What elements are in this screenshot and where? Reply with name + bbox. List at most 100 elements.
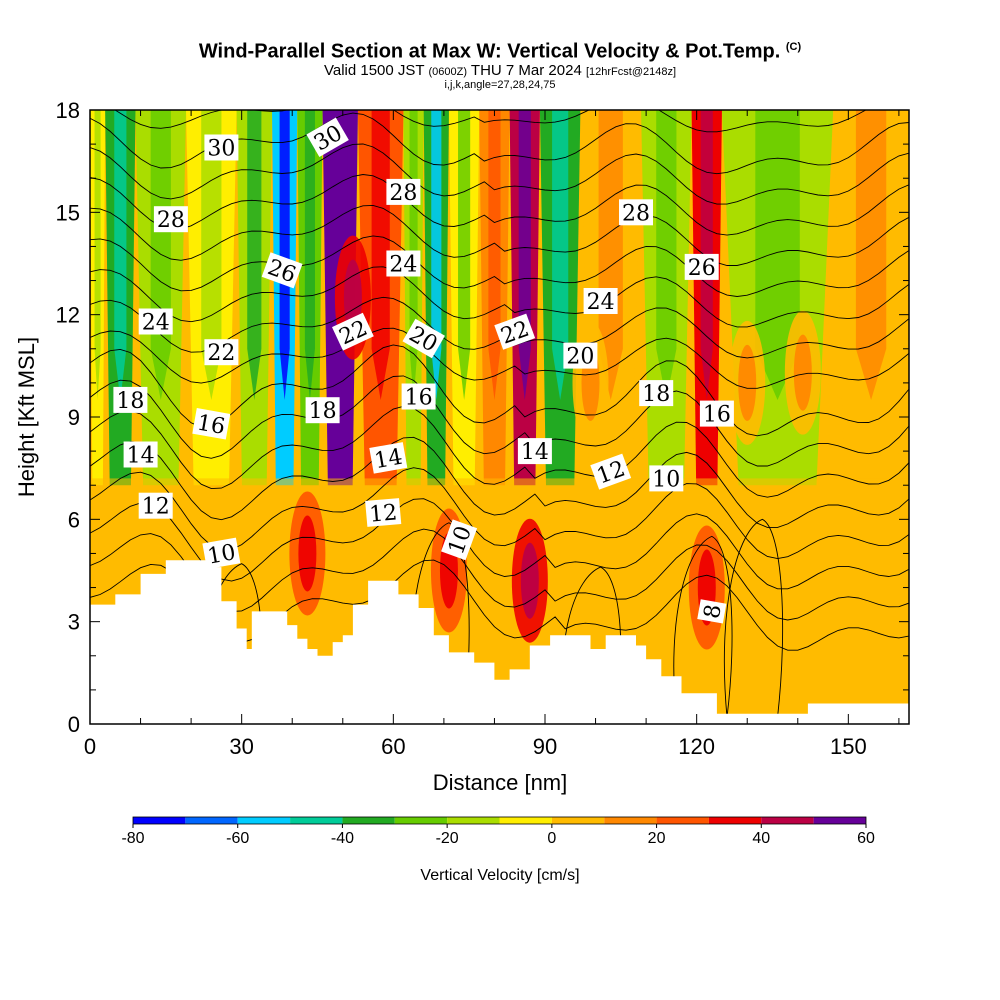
theta-line [90, 0, 909, 40]
contour-label: 16 [699, 400, 734, 428]
colorbar-swatch [185, 817, 238, 824]
contour-label-text: 14 [521, 440, 549, 465]
contour-label: 26 [684, 253, 719, 281]
contour-label-bg [684, 253, 719, 280]
updraft-core [520, 542, 539, 619]
contour-label-text: 10 [652, 467, 680, 492]
colorbar-frame [132, 816, 867, 825]
theta-line [114, 110, 867, 133]
indices-line: i,j,k,angle=27,28,24,75 [444, 78, 556, 91]
contour-label-bg [123, 441, 158, 468]
contour-label: 24 [138, 308, 173, 336]
colorbar-swatch [761, 817, 814, 824]
contour-label-text: 20 [566, 345, 594, 370]
contour-label-bg [138, 308, 173, 335]
colorbar-tick-label: 0 [547, 830, 556, 847]
colorbar-tick-label: -60 [226, 830, 249, 847]
contour-label-text: 16 [405, 386, 433, 411]
contour-label-bg [153, 206, 188, 233]
contour-label-text: 26 [688, 256, 716, 281]
contour-label-bg [306, 117, 349, 158]
velocity-core [94, 110, 101, 400]
colorbar-swatch [708, 817, 762, 824]
valid-time-line: Valid 1500 JST (0600Z) THU 7 Mar 2024 [1… [323, 61, 677, 79]
contour-label-bg [386, 178, 421, 205]
contour-label: 28 [386, 178, 421, 206]
contour-label-text: 14 [127, 444, 155, 469]
contour-label-bg [441, 519, 478, 561]
contour-label-text: 24 [142, 311, 170, 336]
y-tick-label: 9 [68, 405, 80, 430]
updraft-core [738, 344, 757, 421]
contour-label-bg [401, 383, 436, 410]
contour-label: 22 [204, 339, 239, 366]
contour-label-bg [331, 312, 374, 351]
x-tick-label: 30 [229, 734, 253, 759]
terrain-mask [90, 560, 909, 724]
colorbar-tick-label: -40 [331, 830, 354, 847]
contour-label: 14 [123, 441, 158, 469]
contour-label: 16 [192, 408, 231, 440]
colorbar-swatch [656, 817, 709, 824]
contour-label-text: 24 [389, 253, 417, 278]
theta-line [90, 375, 909, 467]
theta-line [90, 174, 909, 236]
contour-label-bg [192, 408, 231, 440]
colorbar-swatch [499, 817, 552, 824]
contour-label: 28 [619, 199, 653, 226]
velocity-core [518, 110, 531, 400]
contour-label: 30 [204, 134, 239, 162]
contour-label-text: 18 [642, 382, 670, 407]
colorbar-label: Vertical Velocity [cm/s] [420, 867, 579, 884]
contour-label-text: 22 [207, 341, 235, 366]
transition-band [90, 478, 909, 499]
theta-line [90, 498, 909, 590]
theta-line [90, 204, 909, 266]
x-tick-label: 60 [381, 734, 405, 759]
contour-label-text: 28 [622, 201, 650, 226]
contour-label-bg [402, 318, 445, 359]
velocity-core [371, 110, 390, 400]
updraft-core [793, 334, 812, 411]
contour-label-text: 18 [116, 389, 144, 414]
theta-line [90, 235, 909, 297]
theta-line [90, 61, 909, 101]
contour-label-bg [365, 498, 402, 527]
contour-label: 12 [590, 453, 632, 490]
contour-label: 16 [401, 383, 436, 411]
colorbar-swatch [604, 817, 657, 824]
colorbar-tick-label: 40 [752, 830, 770, 847]
contour-label-bg [699, 400, 734, 427]
copyright-mark: (C) [785, 41, 802, 53]
theta-line [90, 327, 909, 389]
theta-line [90, 266, 909, 328]
contour-label-bg [261, 252, 303, 289]
contour-label: 10 [649, 465, 684, 492]
y-tick-label: 6 [68, 507, 80, 532]
contour-label: 18 [639, 380, 674, 407]
contour-label-text: 28 [389, 181, 417, 206]
colorbar-swatch [447, 817, 500, 824]
colorbar-tick-label: -80 [121, 830, 144, 847]
colorbar-swatch [133, 817, 186, 824]
y-tick-label: 12 [56, 303, 80, 328]
velocity-core [201, 110, 222, 400]
x-tick-label: 90 [533, 734, 557, 759]
contour-label: 12 [365, 498, 402, 528]
x-tick-label: 150 [830, 734, 867, 759]
velocity-core [304, 110, 315, 400]
contour-label-text: 12 [142, 495, 170, 520]
contour-label-bg [517, 438, 552, 465]
theta-line [90, 143, 909, 205]
colorbar-tick-label: 20 [648, 830, 666, 847]
velocity-core [656, 110, 677, 400]
contour-label-bg [590, 453, 632, 490]
velocity-core [598, 110, 623, 400]
theta-loop [673, 535, 733, 718]
colorbar-swatch [394, 817, 448, 824]
contour-label-bg [369, 442, 408, 474]
contour-label: 18 [305, 397, 340, 424]
contour-label-bg [619, 199, 653, 226]
chart-title: Wind-Parallel Section at Max W: Vertical… [198, 40, 802, 63]
